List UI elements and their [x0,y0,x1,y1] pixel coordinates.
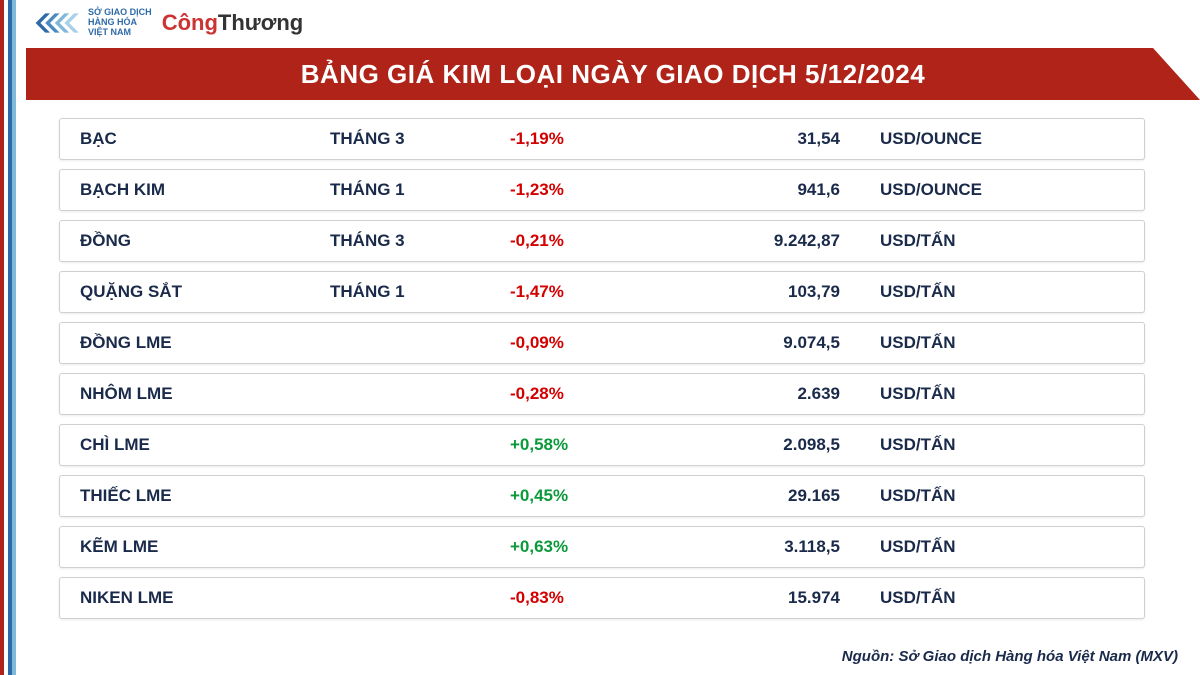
cell-commodity-name: NHÔM LME [80,384,330,404]
cell-unit: USD/OUNCE [880,129,1124,149]
cell-unit: USD/TẤN [880,435,1124,455]
cell-price: 103,79 [680,282,880,302]
table-row: NHÔM LME -0,28%2.639USD/TẤN [59,373,1145,415]
cell-commodity-name: KẼM LME [80,537,330,557]
cell-change-percent: -1,19% [510,129,680,149]
cell-commodity-name: ĐỒNG LME [80,333,330,353]
cell-commodity-name: QUẶNG SẮT [80,282,330,302]
table-row: THIẾC LME +0,45%29.165USD/TẤN [59,475,1145,517]
table-row: BẠCTHÁNG 3-1,19%31,54USD/OUNCE [59,118,1145,160]
left-accent-bar-2 [12,0,16,675]
cell-commodity-name: THIẾC LME [80,486,330,506]
cell-price: 29.165 [680,486,880,506]
cell-change-percent: -0,21% [510,231,680,251]
cell-unit: USD/OUNCE [880,180,1124,200]
cell-change-percent: -1,23% [510,180,680,200]
cell-contract-month: THÁNG 1 [330,180,510,200]
logo-congthuong: CôngThương [162,10,304,36]
cell-commodity-name: BẠCH KIM [80,180,330,200]
cell-contract-month: THÁNG 1 [330,282,510,302]
cell-price: 15.974 [680,588,880,608]
mxv-chevron-icon [34,9,82,37]
logo-mxv: SỞ GIAO DỊCH HÀNG HÓA VIỆT NAM [34,8,152,38]
cell-unit: USD/TẤN [880,282,1124,302]
page-title: BẢNG GIÁ KIM LOẠI NGÀY GIAO DỊCH 5/12/20… [26,59,1200,90]
table-row: KẼM LME +0,63%3.118,5USD/TẤN [59,526,1145,568]
cell-price: 3.118,5 [680,537,880,557]
cell-commodity-name: ĐỒNG [80,231,330,251]
cell-commodity-name: BẠC [80,129,330,149]
cell-change-percent: +0,63% [510,537,680,557]
table-row: QUẶNG SẮTTHÁNG 1-1,47%103,79USD/TẤN [59,271,1145,313]
cell-change-percent: -0,09% [510,333,680,353]
price-table: BẠCTHÁNG 3-1,19%31,54USD/OUNCEBẠCH KIMTH… [59,118,1145,628]
cell-unit: USD/TẤN [880,231,1124,251]
cell-unit: USD/TẤN [880,537,1124,557]
logo-ct-thuong: Thương [218,10,303,35]
cell-contract-month: THÁNG 3 [330,231,510,251]
cell-change-percent: +0,58% [510,435,680,455]
cell-price: 941,6 [680,180,880,200]
header-logos: SỞ GIAO DỊCH HÀNG HÓA VIỆT NAM CôngThươn… [34,8,303,38]
cell-price: 31,54 [680,129,880,149]
logo-ct-cong: Công [162,10,218,35]
table-row: BẠCH KIMTHÁNG 1-1,23%941,6USD/OUNCE [59,169,1145,211]
cell-contract-month: THÁNG 3 [330,129,510,149]
cell-commodity-name: CHÌ LME [80,435,330,455]
cell-unit: USD/TẤN [880,588,1124,608]
logo-mxv-text: SỞ GIAO DỊCH HÀNG HÓA VIỆT NAM [88,8,152,38]
mxv-line-3: VIỆT NAM [88,28,152,38]
cell-unit: USD/TẤN [880,384,1124,404]
price-table-page: SỞ GIAO DỊCH HÀNG HÓA VIỆT NAM CôngThươn… [0,0,1200,675]
cell-unit: USD/TẤN [880,486,1124,506]
cell-price: 9.074,5 [680,333,880,353]
cell-change-percent: +0,45% [510,486,680,506]
table-row: ĐỒNGTHÁNG 3-0,21%9.242,87USD/TẤN [59,220,1145,262]
cell-commodity-name: NIKEN LME [80,588,330,608]
cell-price: 9.242,87 [680,231,880,251]
cell-unit: USD/TẤN [880,333,1124,353]
table-row: ĐỒNG LME -0,09%9.074,5USD/TẤN [59,322,1145,364]
title-bar: BẢNG GIÁ KIM LOẠI NGÀY GIAO DỊCH 5/12/20… [26,48,1200,100]
cell-change-percent: -0,83% [510,588,680,608]
table-row: NIKEN LME -0,83%15.974USD/TẤN [59,577,1145,619]
cell-price: 2.098,5 [680,435,880,455]
cell-change-percent: -1,47% [510,282,680,302]
cell-price: 2.639 [680,384,880,404]
cell-change-percent: -0,28% [510,384,680,404]
table-row: CHÌ LME +0,58%2.098,5USD/TẤN [59,424,1145,466]
source-credit: Nguồn: Sở Giao dịch Hàng hóa Việt Nam (M… [842,648,1178,665]
